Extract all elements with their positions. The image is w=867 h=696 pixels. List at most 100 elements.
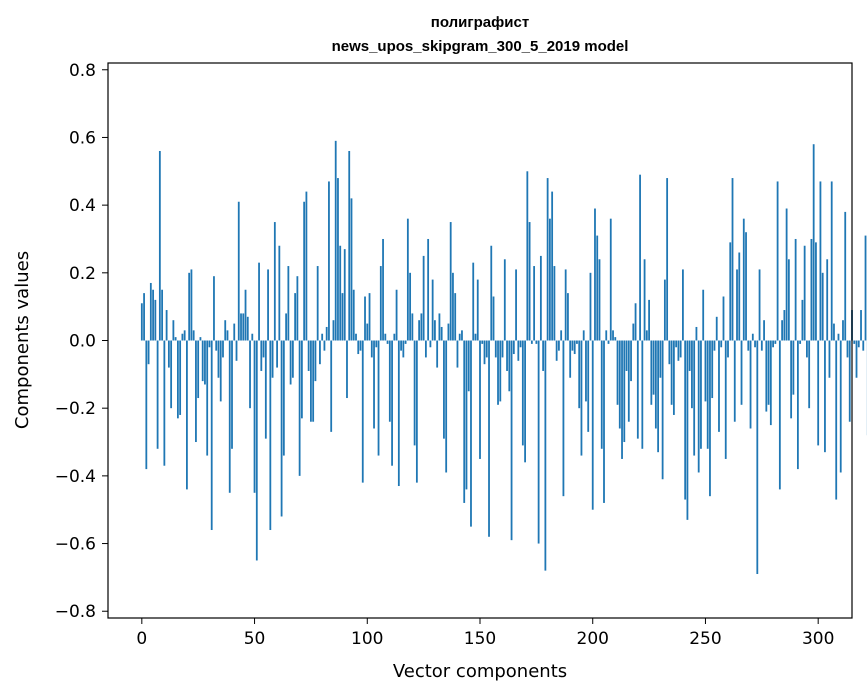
bar: [359, 340, 362, 351]
bar: [158, 150, 161, 341]
bar: [564, 269, 567, 341]
x-tick-label: 50: [244, 629, 266, 649]
bar: [553, 266, 556, 341]
bar: [695, 326, 698, 341]
bar: [666, 178, 669, 341]
bar: [652, 340, 655, 395]
bar: [156, 340, 159, 449]
x-axis-label: Vector components: [393, 661, 567, 682]
bar: [643, 259, 646, 341]
bar: [650, 340, 653, 405]
bar: [411, 313, 414, 341]
bar: [415, 340, 418, 483]
bar: [472, 262, 475, 341]
bar: [842, 320, 844, 341]
bar: [170, 340, 173, 409]
bar: [614, 337, 617, 341]
bar: [580, 340, 583, 456]
bar: [465, 340, 468, 490]
bar: [772, 340, 774, 348]
bar: [483, 340, 486, 365]
bar: [544, 340, 547, 571]
bar: [558, 340, 560, 351]
bar: [724, 340, 727, 459]
bar: [688, 340, 691, 371]
bar: [639, 174, 641, 341]
bar: [161, 289, 164, 341]
bar: [702, 289, 705, 341]
bar: [328, 181, 330, 341]
bar: [686, 340, 689, 520]
bar: [397, 340, 400, 487]
bar: [291, 340, 294, 378]
bar: [370, 340, 373, 358]
bar: [296, 276, 299, 341]
bar: [517, 340, 520, 361]
bar: [201, 340, 204, 382]
bar: [147, 340, 150, 365]
bar: [393, 333, 396, 341]
bar: [323, 340, 326, 351]
bar: [269, 340, 272, 531]
bar: [294, 293, 297, 341]
bar: [560, 330, 563, 341]
y-tick-label: 0.0: [69, 332, 96, 352]
bar: [413, 340, 416, 446]
bar: [528, 222, 531, 341]
bar: [567, 293, 569, 341]
bar: [501, 340, 504, 358]
bar: [222, 340, 224, 358]
bar: [375, 340, 378, 348]
bar: [862, 340, 865, 351]
bar: [790, 340, 793, 419]
bar: [562, 340, 565, 497]
bar: [244, 289, 247, 341]
bar: [350, 198, 353, 341]
bar: [718, 340, 720, 432]
bar: [228, 340, 231, 493]
bar: [368, 293, 371, 341]
bar: [348, 150, 351, 341]
bar: [675, 340, 678, 348]
y-tick-label: 0.2: [69, 264, 96, 284]
bar: [582, 330, 585, 341]
bar: [402, 340, 405, 358]
bar: [195, 340, 197, 443]
bar: [273, 222, 276, 341]
bar: [443, 340, 445, 439]
bar: [492, 296, 495, 341]
bar: [303, 201, 306, 341]
bar: [339, 245, 342, 341]
bar: [388, 340, 391, 422]
bar: [424, 340, 427, 358]
bar: [510, 340, 513, 541]
bar: [352, 289, 355, 341]
bar: [391, 340, 393, 466]
bar: [197, 340, 200, 399]
bar: [684, 340, 687, 500]
bar: [596, 235, 599, 341]
bar: [488, 340, 490, 537]
bar: [713, 340, 716, 351]
bar: [819, 181, 822, 341]
bar: [434, 320, 436, 341]
bar: [499, 340, 502, 402]
bar: [648, 299, 650, 341]
bar: [436, 340, 439, 368]
bar: [215, 340, 218, 351]
bar: [609, 218, 612, 341]
bar: [715, 316, 718, 341]
bar: [799, 340, 802, 344]
y-tick-label: 0.4: [69, 196, 96, 216]
bar: [747, 340, 750, 351]
bar: [289, 340, 292, 385]
bar: [508, 340, 511, 392]
bar: [470, 340, 472, 527]
bar: [179, 340, 182, 415]
bar: [745, 232, 747, 341]
bar: [848, 340, 851, 422]
bar: [377, 340, 380, 456]
bar: [738, 252, 741, 341]
bar: [533, 266, 536, 341]
bar: [280, 340, 283, 517]
